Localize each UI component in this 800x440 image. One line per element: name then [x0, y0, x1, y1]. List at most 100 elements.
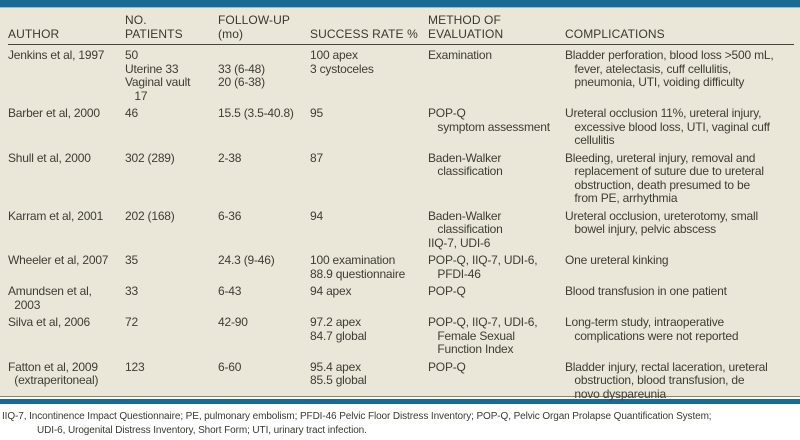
cell-line: Barber et al, 2000	[8, 106, 100, 120]
cell-line: Bladder perforation, blood loss >500 mL,	[565, 48, 774, 62]
success-cell: 95.4 apex 85.5 global	[310, 359, 428, 402]
success-cell: 95	[310, 106, 428, 148]
table-row: Wheeler et al, 2007 35 24.3 (9-46) 100 exam…	[8, 253, 794, 281]
cell-line: pneumonia, UTI, voiding difficulty	[565, 75, 745, 89]
cell-line: 35	[125, 253, 138, 267]
header-followup: FOLLOW-UP (mo)	[218, 13, 291, 41]
cell-line: Function Index	[428, 342, 514, 356]
cell-line: 6-36	[218, 208, 242, 223]
patients-cell: 72	[125, 315, 218, 357]
cell-line: Ureteral occlusion 11%, ureteral injury,	[565, 106, 762, 120]
success-cell: 94 apex	[310, 284, 428, 312]
cell-line: 94 apex	[310, 284, 352, 298]
cell-line: 17	[125, 88, 148, 103]
cell-line: 72	[125, 315, 138, 329]
author-cell: Barber et al, 2000	[8, 106, 125, 148]
cell-line: 123	[125, 359, 145, 374]
cell-line: cellulitis	[565, 133, 615, 147]
cell-line: 46	[125, 106, 138, 120]
cell-line: replacement of suture due to ureteral	[565, 164, 764, 178]
followup-cell: 33 (6-48) 20 (6-38)	[218, 49, 310, 103]
cell-line: Ureteral occlusion, ureterotomy, small	[565, 208, 758, 223]
header-method-of-evaluation: METHOD OF EVALUATION	[428, 13, 504, 41]
cell-line: Female Sexual	[428, 328, 515, 343]
cell-line: 97.2 apex	[310, 315, 361, 329]
cell-line: 85.5 global	[310, 373, 367, 387]
cell-line: POP-Q, IIQ-7, UDI-6,	[428, 253, 538, 267]
followup-cell: 15.5 (3.5-40.8)	[218, 106, 310, 148]
cell-line: One ureteral kinking	[565, 253, 669, 267]
cell-line: novo dyspareunia	[565, 386, 666, 401]
author-cell: Amundsen et al, 2003	[8, 284, 125, 312]
cell-line: from PE, arrhythmia	[565, 191, 678, 205]
cell-line: Wheeler et al, 2007	[8, 253, 109, 267]
method-cell: Examination	[428, 48, 565, 103]
cell-line: POP-Q, IIQ-7, UDI-6,	[428, 315, 538, 329]
cell-line: Fatton et al, 2009	[8, 359, 98, 374]
cell-line: Examination	[428, 48, 492, 62]
followup-cell: 6-60	[218, 359, 310, 402]
cell-line: excessive blood loss, UTI, vaginal cuff	[565, 119, 770, 134]
cell-line: obstruction, blood transfusion, de	[565, 373, 745, 387]
cell-line: 100 examination	[310, 253, 396, 267]
cell-line: 2003	[8, 297, 41, 312]
cell-line: 15.5 (3.5-40.8)	[218, 106, 294, 120]
cell-line: 87	[310, 150, 323, 165]
table-row: Silva et al, 2006 72 42-90 97.2 apex 84.7 gl…	[8, 315, 794, 357]
cell-line: 302 (289)	[125, 150, 175, 165]
cell-line: 20 (6-38)	[218, 75, 265, 89]
cell-line: 6-60	[218, 359, 242, 374]
cell-line: 100 apex	[310, 48, 358, 62]
author-cell: Shull et al, 2000	[8, 150, 125, 206]
header-success-rate: SUCCESS RATE %	[310, 26, 418, 41]
complications-cell: One ureteral kinking	[565, 253, 794, 281]
success-cell: 100 examination 88.9 questionnaire	[310, 253, 428, 281]
complications-cell: Blood transfusion in one patient	[565, 284, 794, 312]
method-cell: POP-Q	[428, 360, 565, 402]
cell-line: obstruction, death presumed to be	[565, 177, 750, 192]
cell-line	[218, 49, 310, 63]
table-row: Karram et al, 2001 202 (168) 6-36 94 Baden-W…	[8, 208, 794, 251]
table-bottom-accent-bar	[0, 399, 800, 404]
method-cell: POP-Q	[428, 284, 565, 312]
cell-line: Baden-Walker	[428, 208, 502, 223]
author-cell: Wheeler et al, 2007	[8, 253, 125, 281]
followup-cell: 2-38	[218, 150, 310, 206]
cell-line: Silva et al, 2006	[8, 315, 90, 329]
cell-line: complications were not reported	[565, 328, 739, 343]
success-cell: 97.2 apex 84.7 global	[310, 315, 428, 357]
table-header-row: AUTHOR NO. PATIENTS FOLLOW-UP (mo) SUCCE…	[8, 12, 794, 45]
cell-line: fever, atelectasis, cuff cellulitis,	[565, 61, 732, 76]
author-cell: Jenkins et al, 1997	[8, 48, 125, 103]
cell-line: IIQ-7, UDI-6	[428, 235, 491, 250]
followup-cell: 42-90	[218, 315, 310, 357]
cell-line: Bleeding, ureteral injury, removal and	[565, 150, 756, 165]
cell-line: Blood transfusion in one patient	[565, 284, 727, 298]
study-comparison-table: AUTHOR NO. PATIENTS FOLLOW-UP (mo) SUCCE…	[0, 8, 800, 400]
method-cell: POP-Q symptom assessment	[428, 106, 565, 148]
cell-line: 95	[310, 106, 323, 120]
followup-cell: 6-36	[218, 208, 310, 251]
footnote-line-1: IIQ-7, Incontinence Impact Questionnaire…	[2, 411, 712, 422]
table-footnote: IIQ-7, Incontinence Impact Questionnaire…	[0, 404, 800, 437]
cell-line: 94	[310, 208, 323, 223]
cell-line: 42-90	[218, 315, 248, 329]
patients-cell: 50 Uterine 33 Vaginal vault 17	[125, 48, 218, 103]
cell-line: 95.4 apex	[310, 359, 361, 374]
cell-line: Long-term study, intraoperative	[565, 315, 724, 329]
header-complications: COMPLICATIONS	[565, 26, 665, 41]
author-cell: Karram et al, 2001	[8, 209, 125, 251]
cell-line: 50	[125, 48, 138, 62]
cell-line: 202 (168)	[125, 208, 175, 223]
author-cell: Fatton et al, 2009 (extraperitoneal)	[8, 359, 125, 402]
cell-line: 2-38	[218, 150, 242, 165]
complications-cell: Ureteral occlusion, ureterotomy, small b…	[565, 208, 794, 251]
table-top-accent-bar	[0, 0, 800, 8]
author-cell: Silva et al, 2006	[8, 315, 125, 357]
success-cell: 87	[310, 150, 428, 206]
patients-cell: 202 (168)	[125, 208, 218, 251]
patients-cell: 35	[125, 253, 218, 281]
cell-line: Shull et al, 2000	[8, 150, 91, 165]
method-cell: POP-Q, IIQ-7, UDI-6, PFDI-46	[428, 253, 565, 281]
